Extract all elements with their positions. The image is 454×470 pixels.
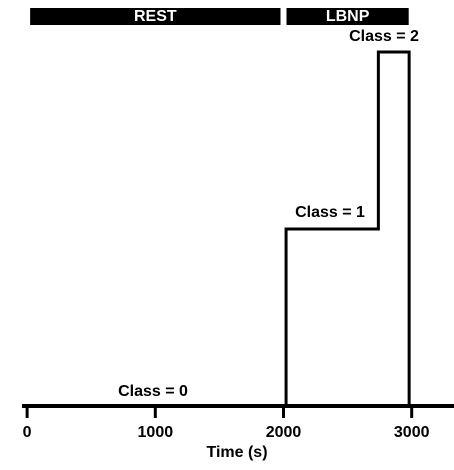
step-line [27,50,411,408]
x-axis-title: Time (s) [206,444,267,461]
annotation: Class = 0 [118,383,188,400]
phase-label: REST [134,8,177,25]
annotation: Class = 1 [295,204,365,221]
annotation: Class = 2 [349,28,419,45]
x-tick-label: 0 [23,424,32,441]
phase-bar [286,8,409,25]
phase-bar [30,8,281,25]
phase-label: LBNP [326,8,370,25]
x-tick-label: 2000 [266,424,302,441]
x-tick-label: 1000 [138,424,174,441]
x-tick-label: 3000 [394,424,430,441]
